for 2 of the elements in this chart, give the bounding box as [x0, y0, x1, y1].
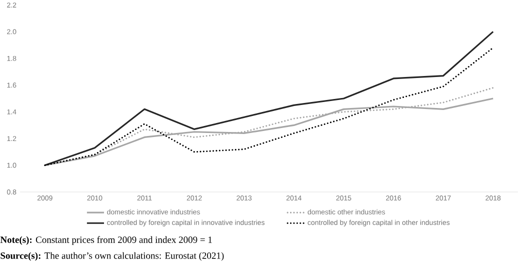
- text: Source(s): The author’s own calculations: Eurostat (2021): [0, 252, 224, 261]
- text: Note(s): Constant prices from 2009 and index 2009 = 1: [0, 236, 212, 245]
